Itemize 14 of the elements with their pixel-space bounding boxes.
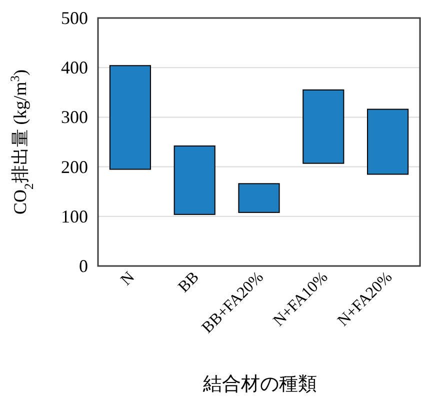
x-tick-label: N bbox=[118, 268, 138, 290]
y-tick-label: 500 bbox=[61, 8, 88, 28]
y-tick-label: 300 bbox=[61, 107, 88, 128]
x-tick-label: BB bbox=[175, 268, 202, 296]
bar bbox=[174, 145, 216, 215]
bar bbox=[109, 65, 151, 170]
x-axis-title: 結合材の種類 bbox=[202, 374, 317, 395]
bar bbox=[367, 108, 409, 175]
bar bbox=[238, 183, 280, 213]
bar bbox=[302, 89, 344, 164]
y-tick-label: 200 bbox=[61, 156, 88, 177]
y-tick-label: 0 bbox=[79, 256, 88, 276]
y-tick-label: 100 bbox=[61, 206, 88, 226]
y-tick-label: 400 bbox=[61, 58, 88, 78]
